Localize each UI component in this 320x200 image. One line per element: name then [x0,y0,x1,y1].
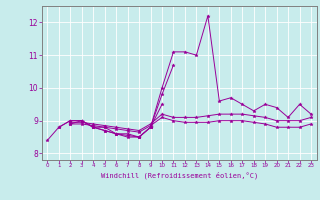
X-axis label: Windchill (Refroidissement éolien,°C): Windchill (Refroidissement éolien,°C) [100,171,258,179]
